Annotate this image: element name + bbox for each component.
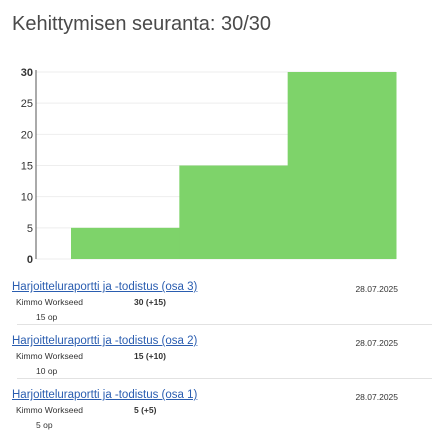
page-title: Kehittymisen seuranta: 30/30 — [12, 13, 272, 35]
chart-tick-label: 0 — [27, 254, 33, 266]
entry-title-link[interactable]: Harjoitteluraportti ja -todistus (osa 2) — [12, 335, 198, 347]
chart-bar — [179, 165, 289, 259]
list-item: Harjoitteluraportti ja -todistus (osa 2)… — [12, 335, 432, 379]
list-item: Harjoitteluraportti ja -todistus (osa 3)… — [12, 281, 432, 325]
entry-date: 28.07.2025 — [355, 392, 398, 402]
entry-title-link[interactable]: Harjoitteluraportti ja -todistus (osa 3) — [12, 281, 198, 293]
entry-divider — [17, 324, 432, 325]
entry-points: 5 (+5) — [134, 405, 157, 415]
entry-credits: 10 op — [36, 366, 58, 376]
entry-author: Kimmo Workseed — [16, 405, 83, 415]
chart-tick-label: 10 — [21, 192, 33, 204]
entry-author: Kimmo Workseed — [16, 297, 83, 307]
chart-tick-label: 15 — [21, 161, 33, 173]
progress-chart: 0 5 10 15 20 25 30 — [0, 62, 438, 267]
chart-tick-label: 25 — [21, 98, 33, 110]
entry-author: Kimmo Workseed — [16, 351, 83, 361]
list-item: Harjoitteluraportti ja -todistus (osa 1)… — [12, 389, 432, 433]
entry-credits: 5 op — [36, 420, 53, 430]
entry-points: 15 (+10) — [134, 351, 166, 361]
progress-chart-svg: 0 5 10 15 20 25 30 — [21, 67, 397, 266]
chart-tick-label: 30 — [21, 67, 33, 79]
entry-points: 30 (+15) — [134, 297, 166, 307]
chart-tick-label: 20 — [21, 129, 33, 141]
chart-bar — [287, 72, 397, 259]
entry-credits: 15 op — [36, 312, 58, 322]
entry-divider — [17, 378, 432, 379]
chart-tick-label: 5 — [27, 223, 33, 235]
entry-title-link[interactable]: Harjoitteluraportti ja -todistus (osa 1) — [12, 389, 198, 401]
entry-date: 28.07.2025 — [355, 284, 398, 294]
chart-bar — [71, 227, 180, 259]
entry-date: 28.07.2025 — [355, 338, 398, 348]
